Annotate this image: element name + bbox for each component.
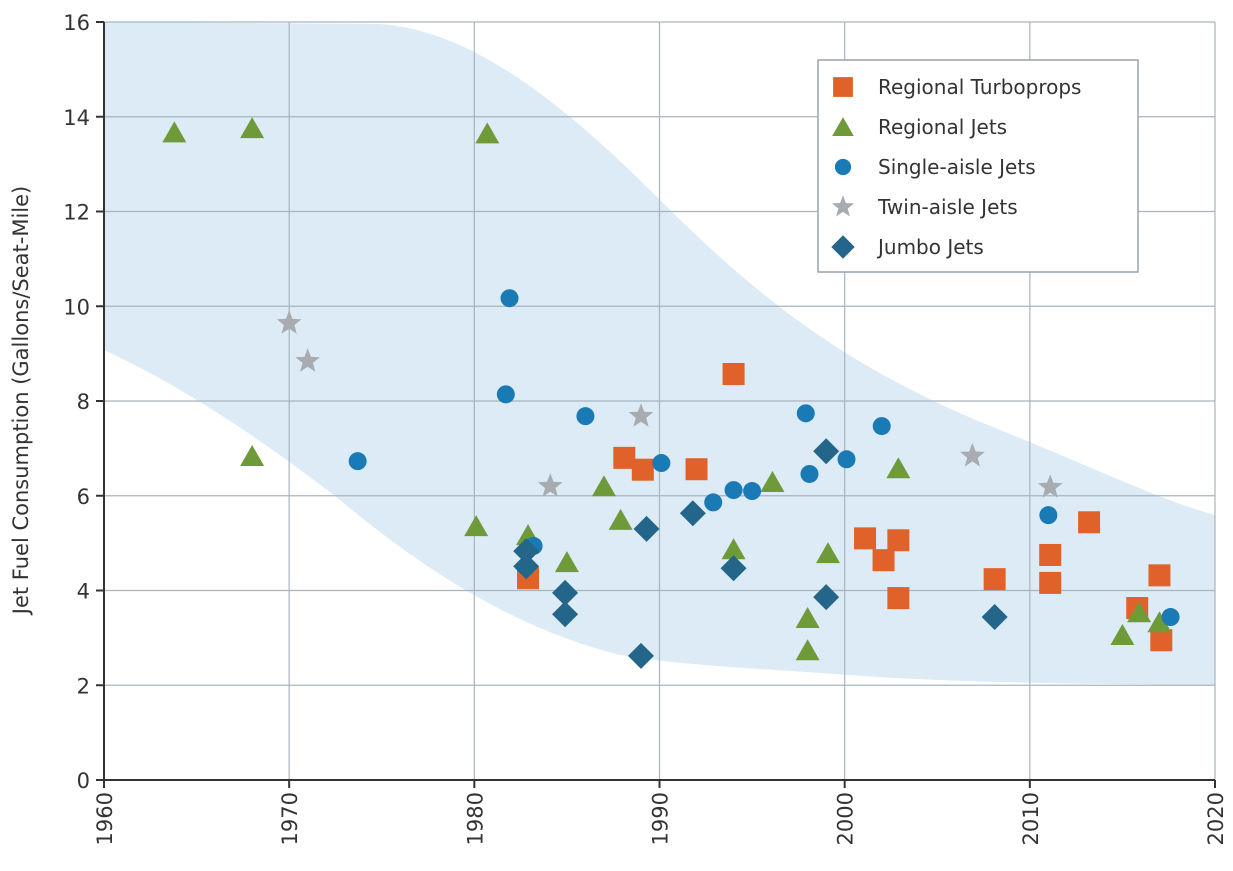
legend: Regional Turboprops Regional Jets Single-a… [817, 59, 1139, 273]
triangle-marker [760, 471, 785, 493]
x-tick-label: 1990 [649, 792, 673, 845]
x-tick-label: 1970 [278, 792, 302, 845]
triangle-marker [795, 639, 820, 661]
diamond-marker [627, 642, 654, 669]
square-marker [1148, 564, 1171, 587]
legend-label: Regional Jets [878, 115, 1007, 139]
y-axis-label: Jet Fuel Consumption (Gallons/Seat-Mile) [9, 186, 33, 616]
circle-marker [704, 493, 723, 512]
star-marker [831, 195, 855, 217]
legend-box [817, 59, 1139, 273]
y-tick-label: 8 [77, 390, 90, 414]
circle-marker [1161, 608, 1180, 627]
circle-marker [743, 482, 762, 501]
diamond-marker [679, 500, 706, 527]
square-marker [887, 587, 910, 610]
legend-label: Jumbo Jets [876, 235, 984, 259]
triangle-marker [1147, 611, 1172, 633]
y-tick-label: 12 [63, 201, 90, 225]
diamond-marker [981, 604, 1008, 631]
triangle-marker [1110, 624, 1135, 646]
diamond-marker [552, 601, 579, 628]
x-tick-label: 1980 [463, 792, 487, 845]
circle-marker [837, 450, 856, 469]
x-tick-label: 2020 [1204, 792, 1228, 845]
legend-label: Regional Turboprops [878, 75, 1081, 99]
triangle-marker [162, 121, 187, 143]
marks [162, 117, 1180, 669]
diamond-marker [720, 555, 747, 582]
y-tick-label: 16 [63, 11, 90, 35]
y-tick-label: 14 [63, 106, 90, 130]
circle-marker [348, 452, 367, 471]
square-marker [631, 458, 654, 481]
legend-label: Single-aisle Jets [878, 155, 1036, 179]
square-marker [854, 527, 877, 550]
square-marker [872, 549, 895, 572]
circle-marker [576, 407, 595, 426]
square-marker [722, 362, 745, 385]
triangle-marker [240, 117, 265, 139]
x-tick-label: 2000 [834, 792, 858, 845]
diamond-marker [831, 235, 855, 259]
diamond-marker [513, 538, 540, 565]
diamond-marker [633, 515, 660, 542]
circle-marker [652, 454, 671, 473]
triangle-marker [721, 538, 746, 560]
square-marker [1039, 571, 1062, 594]
diamond-marker [513, 553, 540, 580]
square-marker [685, 458, 708, 481]
triangle-marker [240, 444, 265, 466]
square-marker [887, 529, 910, 552]
axes: 0 2 4 6 8 10 12 14 16 1960 1970 1980 1990 2000 2010 202… [63, 11, 1228, 845]
x-tick-label: 1960 [93, 792, 117, 845]
triangle-marker [608, 508, 633, 530]
y-tick-label: 6 [77, 485, 90, 509]
circle-marker [796, 404, 815, 423]
star-marker [295, 348, 320, 372]
triangle-marker [554, 551, 579, 573]
star-marker [1037, 474, 1063, 498]
triangle-marker [832, 117, 854, 136]
square-marker [1150, 629, 1173, 652]
diamond-marker [552, 579, 579, 606]
star-marker [628, 403, 654, 427]
square-marker [833, 77, 853, 97]
circle-marker [872, 417, 891, 436]
triangle-marker [464, 515, 489, 537]
circle-marker [1039, 506, 1058, 525]
legend-label: Twin-aisle Jets [877, 195, 1018, 219]
square-marker [983, 568, 1006, 591]
y-tick-label: 4 [77, 580, 90, 604]
circle-marker [500, 289, 519, 308]
circle-marker [724, 481, 743, 500]
star-marker [537, 473, 563, 497]
diamond-marker [813, 438, 840, 465]
triangle-marker [475, 122, 500, 144]
circle-marker [834, 158, 852, 176]
triangle-marker [886, 457, 911, 479]
triangle-marker [1127, 601, 1152, 623]
star-marker [276, 310, 302, 334]
triangle-marker [591, 475, 616, 497]
x-tick-label: 2010 [1019, 792, 1043, 845]
y-tick-label: 2 [77, 674, 90, 698]
circle-marker [800, 464, 819, 483]
square-marker [613, 446, 636, 469]
circle-marker [496, 385, 515, 404]
y-tick-label: 0 [77, 769, 90, 793]
square-marker [1039, 543, 1062, 566]
triangle-marker [795, 606, 820, 628]
y-tick-label: 10 [63, 295, 90, 319]
triangle-marker [816, 542, 841, 564]
diamond-marker [813, 584, 840, 611]
square-marker [1078, 511, 1101, 534]
star-marker [960, 443, 985, 467]
